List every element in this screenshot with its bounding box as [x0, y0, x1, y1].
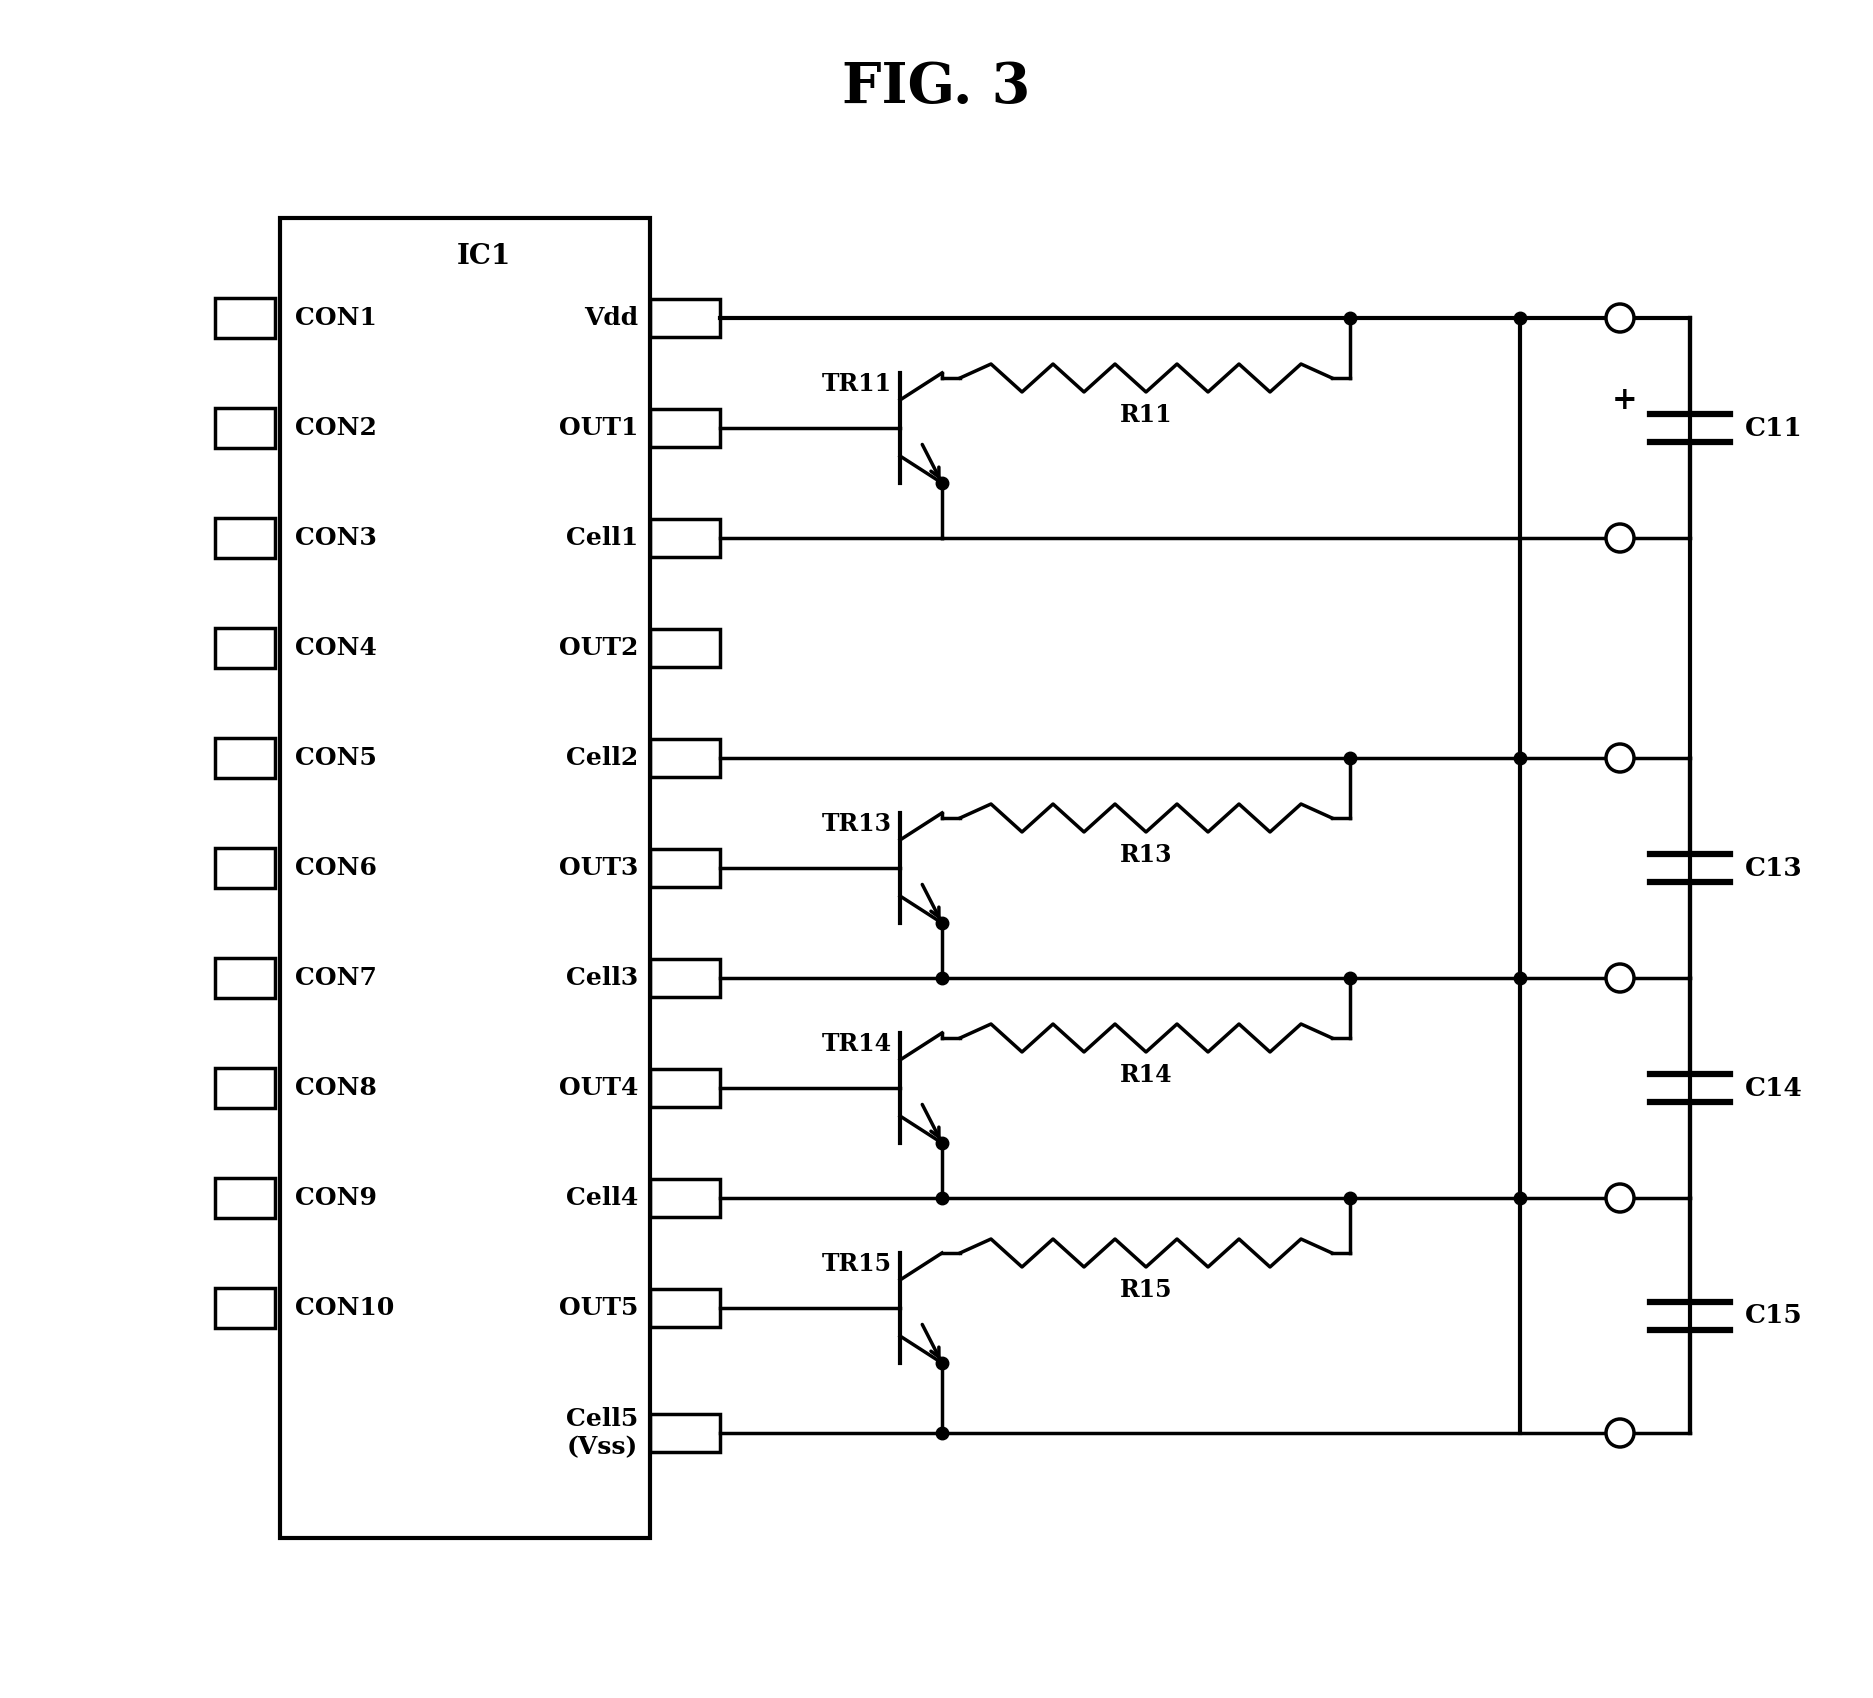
- Text: TR13: TR13: [822, 812, 892, 835]
- Text: CON2: CON2: [296, 416, 376, 440]
- Bar: [650, 1289, 719, 1328]
- Text: OUT1: OUT1: [558, 416, 639, 440]
- Bar: [650, 849, 719, 886]
- Text: R13: R13: [1120, 842, 1172, 868]
- Bar: [650, 739, 719, 778]
- Circle shape: [1605, 1420, 1633, 1447]
- Text: CON7: CON7: [296, 966, 376, 990]
- Text: FIG. 3: FIG. 3: [843, 61, 1030, 115]
- Text: R15: R15: [1120, 1279, 1172, 1302]
- Bar: [215, 1178, 275, 1217]
- Text: CON8: CON8: [296, 1077, 376, 1100]
- Text: C13: C13: [1746, 856, 1802, 881]
- Bar: [650, 299, 719, 336]
- Text: +: +: [1613, 384, 1637, 416]
- Bar: [650, 959, 719, 997]
- Bar: [650, 1414, 719, 1452]
- Text: CON6: CON6: [296, 856, 376, 880]
- Bar: [650, 409, 719, 447]
- Bar: [215, 847, 275, 888]
- Text: TR15: TR15: [822, 1251, 892, 1275]
- Bar: [650, 1070, 719, 1107]
- Bar: [279, 217, 650, 1538]
- Circle shape: [1605, 744, 1633, 773]
- Text: R14: R14: [1120, 1063, 1172, 1087]
- Text: Cell3: Cell3: [566, 966, 639, 990]
- Text: OUT4: OUT4: [558, 1077, 639, 1100]
- Text: CON1: CON1: [296, 306, 376, 329]
- Text: CON5: CON5: [296, 745, 376, 769]
- Text: OUT3: OUT3: [558, 856, 639, 880]
- Text: Cell5
(Vss): Cell5 (Vss): [566, 1408, 639, 1459]
- Bar: [215, 408, 275, 448]
- Bar: [215, 958, 275, 998]
- Circle shape: [1605, 525, 1633, 552]
- Text: TR14: TR14: [822, 1032, 892, 1056]
- Text: Cell2: Cell2: [566, 745, 639, 769]
- Text: R11: R11: [1120, 402, 1172, 426]
- Bar: [215, 1068, 275, 1109]
- Text: Cell1: Cell1: [566, 526, 639, 550]
- Text: IC1: IC1: [457, 243, 511, 270]
- Circle shape: [1605, 1184, 1633, 1212]
- Bar: [215, 299, 275, 338]
- Text: CON3: CON3: [296, 526, 376, 550]
- Text: TR11: TR11: [822, 372, 892, 396]
- Text: OUT2: OUT2: [558, 637, 639, 661]
- Bar: [650, 1178, 719, 1217]
- Text: CON10: CON10: [296, 1296, 393, 1319]
- Text: Vdd: Vdd: [584, 306, 639, 329]
- Bar: [215, 628, 275, 667]
- Text: C15: C15: [1746, 1302, 1802, 1328]
- Bar: [650, 520, 719, 557]
- Bar: [215, 739, 275, 778]
- Text: C14: C14: [1746, 1075, 1804, 1100]
- Bar: [215, 1289, 275, 1328]
- Text: C11: C11: [1746, 416, 1802, 440]
- Text: CON9: CON9: [296, 1185, 376, 1211]
- Circle shape: [1605, 304, 1633, 333]
- Text: Cell4: Cell4: [566, 1185, 639, 1211]
- Bar: [215, 518, 275, 559]
- Text: OUT5: OUT5: [558, 1296, 639, 1319]
- Text: CON4: CON4: [296, 637, 376, 661]
- Bar: [650, 628, 719, 667]
- Circle shape: [1605, 964, 1633, 992]
